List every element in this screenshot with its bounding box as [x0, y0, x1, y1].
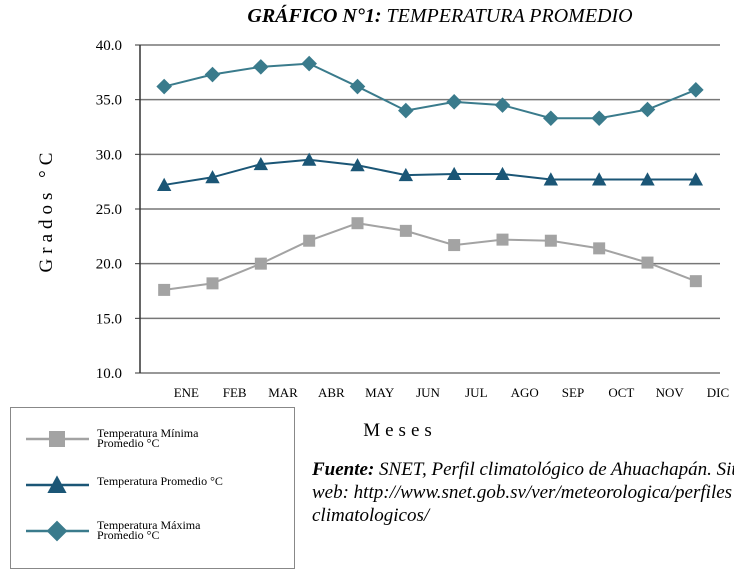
- marker: [591, 172, 607, 186]
- source: Fuente: SNET, Perfil climatológico de Ah…: [312, 458, 734, 527]
- y-tick-label: 35.0: [96, 93, 122, 109]
- marker: [156, 177, 172, 191]
- y-tick-label: 40.0: [96, 38, 122, 54]
- marker: [448, 239, 461, 252]
- marker: [496, 233, 509, 246]
- marker: [156, 78, 172, 95]
- source-text: SNET, Perfil climatológico de Ahuachapán…: [312, 459, 734, 526]
- marker: [543, 110, 559, 127]
- marker: [688, 82, 704, 98]
- marker: [350, 158, 365, 172]
- marker: [543, 172, 559, 186]
- x-tick-label: MAR: [268, 385, 298, 400]
- marker: [253, 59, 269, 75]
- marker: [593, 242, 606, 255]
- y-axis-label: Grados °C: [36, 148, 57, 273]
- marker: [495, 166, 510, 181]
- source-label: Fuente:: [312, 459, 375, 480]
- legend-swatch: [26, 475, 89, 493]
- marker: [446, 94, 462, 110]
- marker: [639, 101, 656, 118]
- marker: [494, 97, 511, 113]
- marker: [398, 102, 414, 119]
- legend-swatch: [26, 520, 89, 542]
- marker: [446, 166, 462, 181]
- legend: Temperatura Mínima Promedio °C Temperatur…: [10, 407, 295, 569]
- title-bold: GRÁFICO N°1:: [247, 4, 381, 27]
- legend-entry: Temperatura Mínima Promedio °C: [11, 422, 294, 462]
- legend-label: Temperatura Mínima Promedio °C: [97, 426, 199, 450]
- x-tick-label: MAY: [365, 385, 395, 400]
- marker: [349, 78, 366, 95]
- x-axis-label: Meses: [363, 420, 437, 441]
- y-tick-label: 10.0: [96, 366, 122, 382]
- marker: [689, 275, 702, 288]
- x-tick-label: JUN: [416, 385, 440, 400]
- marker: [253, 156, 269, 171]
- x-tick-label: ABR: [318, 385, 345, 400]
- x-tick-label: ENE: [174, 385, 199, 400]
- x-tick-label: NOV: [656, 385, 685, 400]
- x-tick-label: JUL: [465, 385, 487, 400]
- legend-label: Temperatura Máxima Promedio °C: [97, 518, 201, 542]
- marker: [301, 55, 317, 72]
- series-line: [164, 222, 697, 291]
- y-tick-label: 30.0: [96, 147, 122, 163]
- marker: [205, 170, 220, 184]
- marker: [206, 277, 219, 290]
- marker: [688, 172, 704, 186]
- marker: [641, 256, 654, 269]
- chart: GRÁFICO N°1: TEMPERATURA PROMEDIO Grados…: [36, 4, 729, 400]
- legend-swatch: [26, 431, 89, 447]
- marker: [46, 520, 68, 542]
- marker: [254, 257, 267, 270]
- marker: [399, 224, 412, 237]
- marker: [351, 217, 364, 230]
- x-label-box: Meses: [363, 420, 437, 441]
- marker: [158, 283, 171, 296]
- marker: [591, 110, 607, 127]
- marker: [544, 234, 557, 247]
- marker: [303, 234, 316, 247]
- chart-title: GRÁFICO N°1: TEMPERATURA PROMEDIO: [247, 4, 632, 27]
- y-tick-label: 15.0: [96, 311, 122, 327]
- y-tick-label: 20.0: [96, 257, 122, 273]
- marker: [301, 152, 317, 166]
- x-tick-label: AGO: [511, 385, 539, 400]
- x-tick-label: DIC: [707, 385, 729, 400]
- marker: [204, 66, 221, 83]
- x-tick-label: OCT: [608, 385, 634, 400]
- series-line: [164, 158, 696, 186]
- marker: [398, 167, 414, 182]
- marker: [49, 431, 65, 447]
- series-line: [163, 62, 697, 120]
- legend-entry: Temperatura Promedio °C: [11, 468, 294, 508]
- x-tick-label: SEP: [562, 385, 584, 400]
- marker: [640, 172, 655, 186]
- title-rest: TEMPERATURA PROMEDIO: [387, 5, 633, 27]
- legend-label: Temperatura Promedio °C: [97, 474, 223, 488]
- legend-entry: Temperatura Máxima Promedio °C: [11, 514, 294, 554]
- marker: [47, 475, 67, 493]
- x-tick-label: FEB: [223, 385, 247, 400]
- y-tick-label: 25.0: [96, 202, 122, 218]
